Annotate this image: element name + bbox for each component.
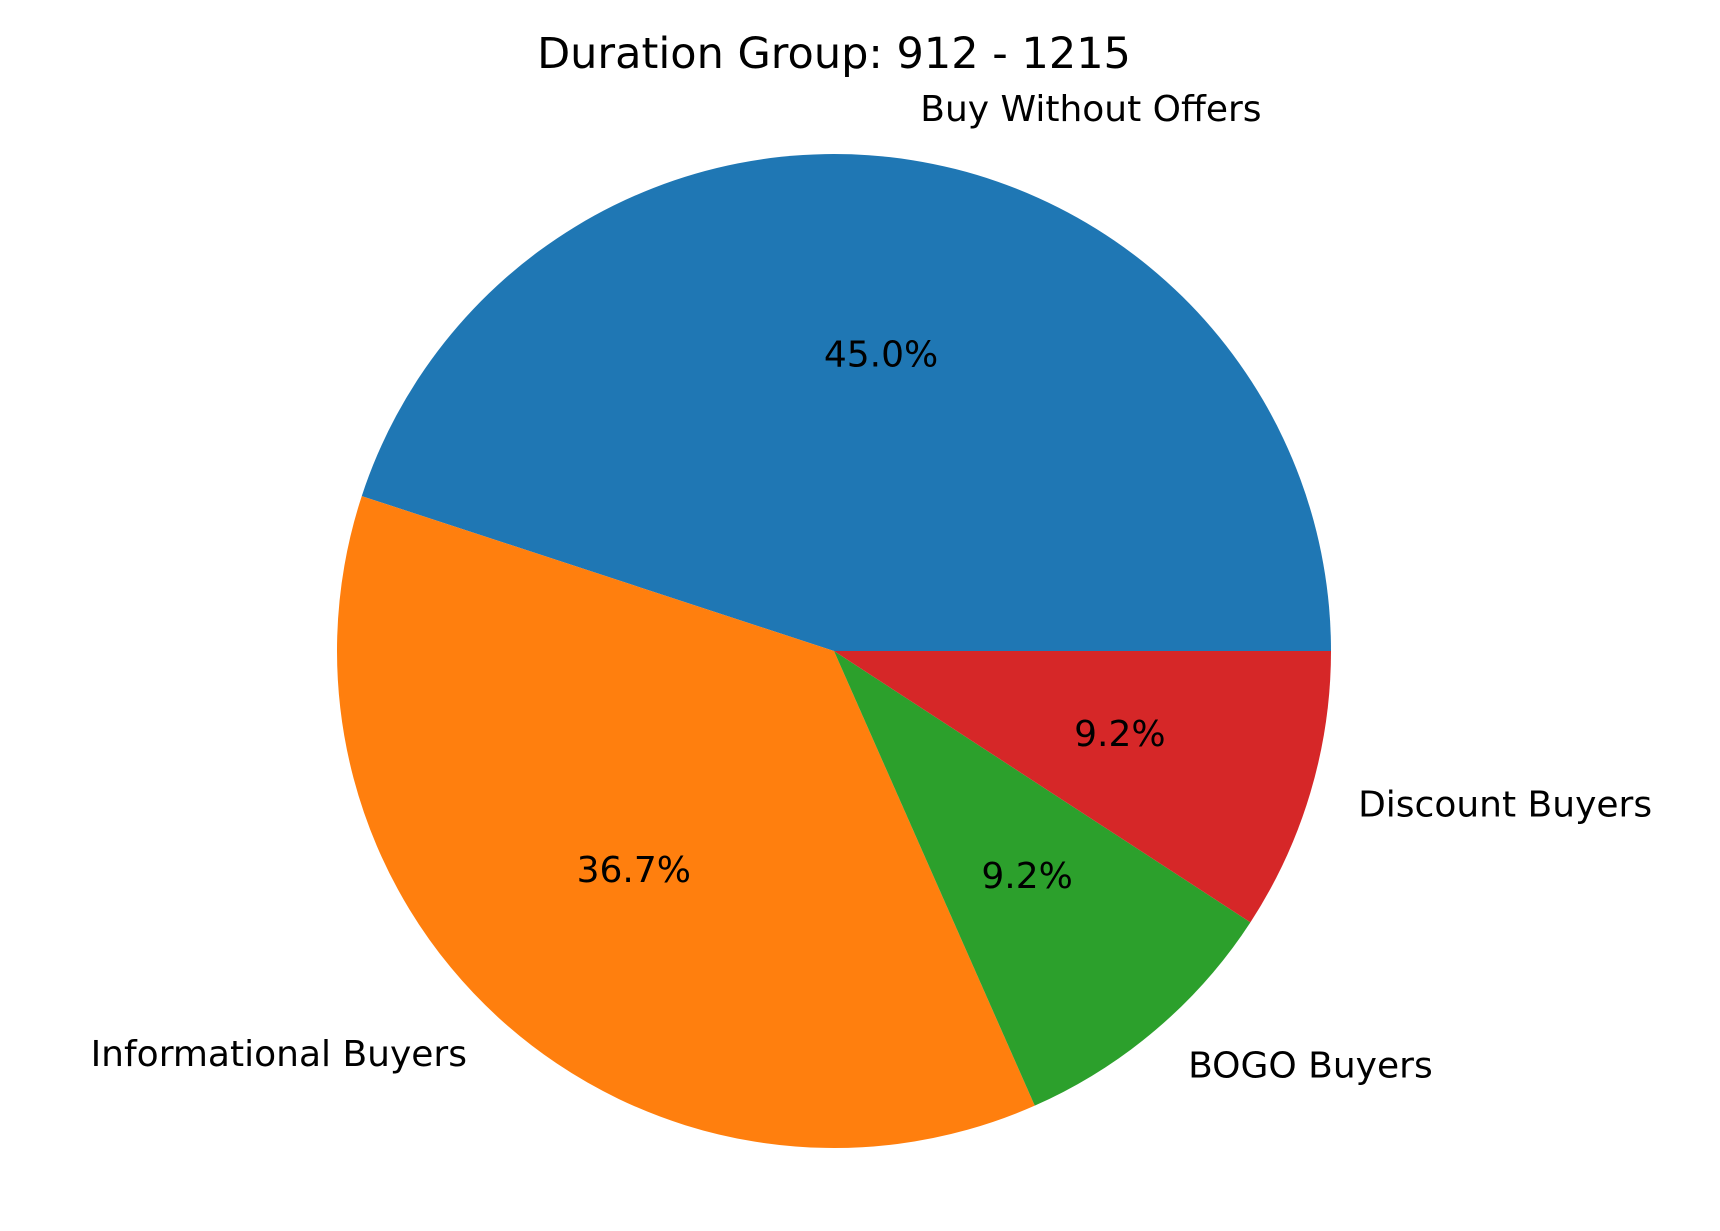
- pie-slice-informational-buyers: [336, 496, 1035, 1148]
- pie-labels: Buy Without Offers 45.0% Informational Buy…: [91, 89, 1653, 1086]
- slice-percent-bogo-buyers: 9.2%: [981, 856, 1072, 897]
- slice-label-buy-without-offers: Buy Without Offers: [920, 89, 1261, 130]
- slice-label-bogo-buyers: BOGO Buyers: [1188, 1046, 1433, 1087]
- slice-percent-informational-buyers: 36.7%: [577, 850, 691, 891]
- pie-slice-bogo-buyers: [834, 651, 1251, 1106]
- pie-slice-buy-without-offers: [361, 154, 1331, 652]
- slice-percent-buy-without-offers: 45.0%: [824, 335, 938, 376]
- slice-label-discount-buyers: Discount Buyers: [1358, 785, 1652, 826]
- slice-label-informational-buyers: Informational Buyers: [91, 1034, 467, 1075]
- chart-title: Duration Group: 912 - 1215: [537, 29, 1131, 79]
- pie-slice-discount-buyers: [834, 651, 1331, 923]
- slice-percent-discount-buyers: 9.2%: [1074, 714, 1165, 755]
- pie-slices: [336, 154, 1331, 1148]
